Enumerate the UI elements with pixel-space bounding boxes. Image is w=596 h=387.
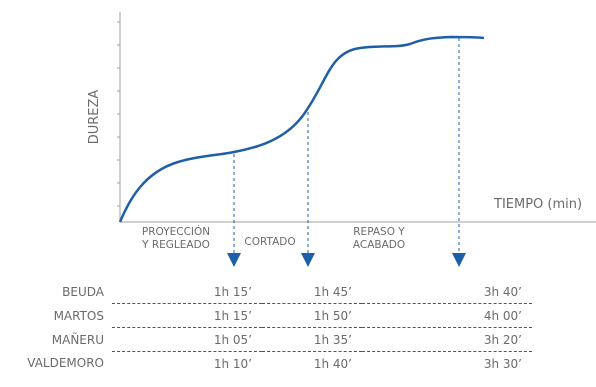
stage-label-1a: PROYECCIÓN (142, 225, 210, 238)
row-name: MARTOS (53, 308, 104, 323)
hardness-curve (118, 35, 485, 223)
row-name: BEUDA (62, 284, 104, 299)
time-cell: 3h 20’ (362, 327, 532, 352)
time-cell: 4h 00’ (362, 303, 532, 328)
y-axis-label: DUREZA (87, 90, 102, 145)
arrow-down-icon (301, 253, 315, 267)
time-cell: 1h 35’ (262, 327, 362, 352)
time-cell: 1h 15’ (112, 280, 262, 304)
table-row: BEUDA 1h 15’ 1h 45’ 3h 40’ (0, 280, 532, 304)
row-name: MAÑERU (51, 332, 104, 347)
time-cell: 3h 30’ (483, 356, 522, 371)
arrow-down-icon (452, 253, 466, 267)
time-cell: 1h 10’ (213, 356, 252, 371)
time-cell: 1h 05’ (112, 327, 262, 352)
time-cell: 1h 45’ (262, 280, 362, 304)
times-table: BEUDA 1h 15’ 1h 45’ 3h 40’ MARTOS 1h 15’… (0, 280, 532, 375)
stage-label-3a: REPASO Y (353, 226, 405, 238)
row-name: VALDEMORO (27, 356, 104, 371)
drop-line-2 (301, 112, 315, 267)
time-cell: 3h 40’ (362, 280, 532, 304)
x-axis-label: TIEMPO (min) (493, 197, 582, 212)
drop-line-3 (452, 38, 466, 267)
hardness-chart: DUREZA TIEMPO (min) PROYECCIÓN Y REGLEAD… (87, 12, 596, 267)
stage-label-1b: Y REGLEADO (141, 239, 210, 251)
y-axis-ticks (117, 21, 120, 207)
table-row: VALDEMORO 1h 10’ 1h 40’ 3h 30’ (0, 352, 532, 376)
drop-line-1 (227, 154, 241, 267)
table-row: MARTOS 1h 15’ 1h 50’ 4h 00’ (0, 303, 532, 328)
time-cell: 1h 50’ (262, 303, 362, 328)
stage-label-2: CORTADO (244, 236, 295, 248)
table-row: MAÑERU 1h 05’ 1h 35’ 3h 20’ (0, 327, 532, 352)
time-cell: 1h 40’ (313, 356, 352, 371)
stage-label-3b: ACABADO (353, 239, 405, 251)
time-cell: 1h 15’ (112, 303, 262, 328)
arrow-down-icon (227, 253, 241, 267)
